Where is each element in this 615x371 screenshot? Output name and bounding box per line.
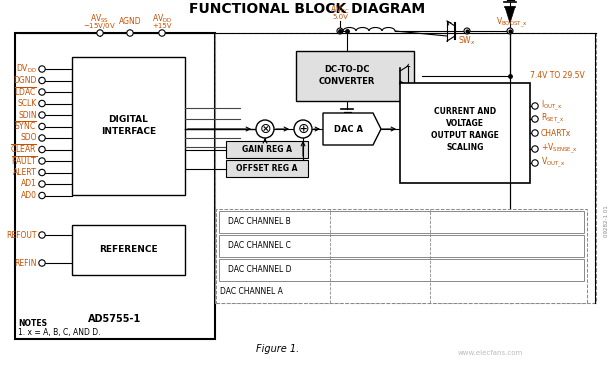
Bar [219,259,584,281]
Text: AD1: AD1 [21,180,37,188]
Text: Figure 1.: Figure 1. [256,344,299,354]
Text: REFERENCE: REFERENCE [99,246,158,255]
Bar [72,225,185,275]
Text: INTERFACE: INTERFACE [101,128,156,137]
Circle shape [159,30,165,36]
Bar [216,209,587,303]
Circle shape [532,160,538,166]
Text: DGND: DGND [14,76,37,85]
Bar [15,33,215,339]
Polygon shape [505,7,515,23]
Circle shape [39,112,45,118]
Text: NOTES: NOTES [18,319,47,328]
Text: I$_{\rm OUT\_x}$: I$_{\rm OUT\_x}$ [541,99,562,113]
Circle shape [294,120,312,138]
Bar [296,51,414,101]
Text: DAC CHANNEL B: DAC CHANNEL B [228,217,291,227]
Circle shape [39,100,45,107]
Text: SCLK: SCLK [18,99,37,108]
Text: 5.0V: 5.0V [332,14,348,20]
Text: AV$_{\rm SS}$: AV$_{\rm SS}$ [90,13,109,25]
Text: AV$_{\rm CC}$: AV$_{\rm CC}$ [330,4,350,16]
Text: SDIN: SDIN [18,111,37,119]
Text: AD0: AD0 [21,191,37,200]
Circle shape [39,135,45,141]
Text: REFOUT: REFOUT [7,230,37,240]
Text: REFIN: REFIN [15,259,37,267]
Circle shape [39,146,45,153]
Circle shape [39,89,45,95]
Text: AV$_{\rm DD}$: AV$_{\rm DD}$ [152,13,172,25]
Text: CHARTx: CHARTx [541,128,571,138]
Circle shape [39,192,45,199]
Polygon shape [323,113,381,145]
Text: $\otimes$: $\otimes$ [259,122,271,136]
Bar [400,83,530,183]
Circle shape [337,28,343,34]
Text: AGND: AGND [119,16,141,26]
Text: $-$15V/0V: $-$15V/0V [84,21,117,31]
Text: SCALING: SCALING [446,142,483,151]
Text: 1. x = A, B, C, AND D.: 1. x = A, B, C, AND D. [18,328,100,338]
Text: $\overline{\rm FAULT}$: $\overline{\rm FAULT}$ [11,155,37,167]
Circle shape [39,260,45,266]
Text: 09282-1 01: 09282-1 01 [605,205,609,237]
Text: GAIN REG A: GAIN REG A [242,145,292,154]
Text: OUTPUT RANGE: OUTPUT RANGE [431,131,499,139]
Text: 7.4V TO 29.5V: 7.4V TO 29.5V [530,72,585,81]
Text: OFFSET REG A: OFFSET REG A [236,164,298,173]
Text: V$_{\rm BOOST\_x}$: V$_{\rm BOOST\_x}$ [496,16,528,30]
Text: ALERT: ALERT [14,168,37,177]
Circle shape [127,30,133,36]
Bar [226,160,308,177]
Text: CONVERTER: CONVERTER [319,76,375,85]
Circle shape [39,232,45,238]
Text: AD5755-1: AD5755-1 [89,314,141,324]
Circle shape [256,120,274,138]
Text: CURRENT AND: CURRENT AND [434,106,496,115]
Circle shape [39,66,45,72]
Bar [219,235,584,257]
Text: R$_{\rm SET\_x}$: R$_{\rm SET\_x}$ [541,112,564,126]
Text: $\oplus$: $\oplus$ [297,122,309,136]
Circle shape [39,169,45,176]
Circle shape [532,130,538,136]
Circle shape [39,181,45,187]
Text: DV$_{\rm DD}$: DV$_{\rm DD}$ [16,63,37,75]
Text: VOLTAGE: VOLTAGE [446,118,484,128]
Circle shape [532,116,538,122]
Text: DAC A: DAC A [333,125,362,134]
Text: FUNCTIONAL BLOCK DIAGRAM: FUNCTIONAL BLOCK DIAGRAM [189,2,426,16]
Circle shape [464,28,470,34]
Bar [72,57,185,195]
Circle shape [532,103,538,109]
Text: SDO: SDO [20,134,37,142]
Circle shape [39,158,45,164]
Text: +15V: +15V [153,23,172,29]
Bar [226,141,308,158]
Text: www.elecfans.com: www.elecfans.com [458,350,523,356]
Circle shape [39,123,45,130]
Text: DAC CHANNEL A: DAC CHANNEL A [220,286,283,295]
Text: $\overline{\rm CLEAR}$: $\overline{\rm CLEAR}$ [10,144,37,155]
Circle shape [97,30,103,36]
Circle shape [532,146,538,152]
Circle shape [39,77,45,84]
Text: DC-TO-DC: DC-TO-DC [324,65,370,73]
Text: $\overline{\rm SYNC}$: $\overline{\rm SYNC}$ [15,121,37,132]
Text: $\overline{\rm LDAC}$: $\overline{\rm LDAC}$ [14,86,37,98]
Bar [215,33,596,303]
Bar [219,211,584,233]
Text: V$_{\rm OUT\_x}$: V$_{\rm OUT\_x}$ [541,156,565,170]
Text: SW$_x$: SW$_x$ [458,35,476,47]
Circle shape [507,28,513,34]
Text: DAC CHANNEL D: DAC CHANNEL D [228,266,292,275]
Text: +V$_{\rm SENSE\_x}$: +V$_{\rm SENSE\_x}$ [541,142,578,156]
Text: DAC CHANNEL C: DAC CHANNEL C [228,242,291,250]
Text: DIGITAL: DIGITAL [109,115,148,125]
